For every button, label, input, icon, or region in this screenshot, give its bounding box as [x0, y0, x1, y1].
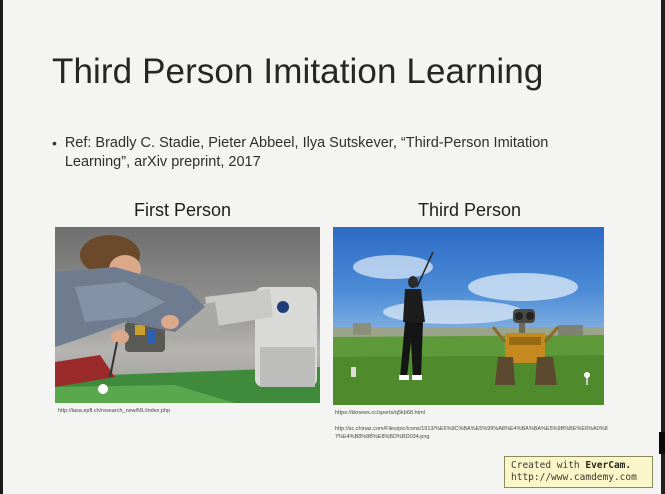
- video-frame-right-edge: [661, 0, 665, 494]
- first-person-image: [55, 227, 320, 403]
- scroll-marker: [659, 432, 665, 454]
- watermark-line-1: Created with EverCam.: [511, 460, 646, 472]
- watermark-url: http://www.camdemy.com: [511, 472, 637, 483]
- watermark-prefix: Created with: [511, 460, 586, 471]
- slide-title: Third Person Imitation Learning: [52, 52, 544, 91]
- evercam-watermark: Created with EverCam. http://www.camdemy…: [504, 456, 653, 488]
- video-frame-left-edge: [0, 0, 3, 494]
- third-person-heading: Third Person: [418, 200, 522, 220]
- bullet-icon: •: [52, 135, 57, 151]
- third-person-caption-2: http://sc.chinaz.com/Files/pic/icons/191…: [335, 426, 608, 440]
- first-person-heading: First Person: [134, 200, 232, 220]
- reference-text: Ref: Bradly C. Stadie, Pieter Abbeel, Il…: [64, 135, 549, 170]
- reference-bullet: • Ref: Bradly C. Stadie, Pieter Abbeel, …: [52, 134, 612, 172]
- first-person-caption: http://lasa.epfl.ch/research_new/ML/inde…: [58, 408, 171, 414]
- third-person-image: [333, 227, 604, 405]
- watermark-brand: EverCam.: [585, 460, 632, 471]
- third-person-caption-1: https://kknews.cc/sports/q5kb68.html: [335, 410, 425, 416]
